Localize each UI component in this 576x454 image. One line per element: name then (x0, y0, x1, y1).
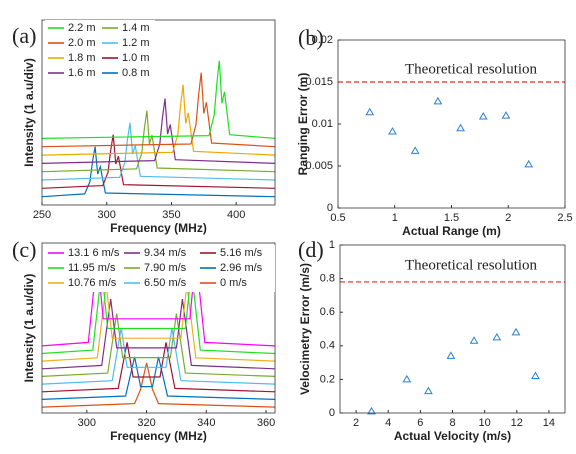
spectrum-line (41, 362, 276, 408)
plot-frame (337, 39, 566, 209)
y-tick-label: 0.8 (320, 273, 335, 285)
panel-label: (b) (298, 25, 324, 50)
x-tick-label: 6 (417, 417, 423, 429)
panel-label: (c) (12, 237, 36, 262)
y-tick-label: 0 (327, 202, 333, 214)
x-tick-label: 350 (162, 209, 180, 221)
legend-label: 1.8 m (68, 52, 96, 64)
plot-frame (339, 244, 566, 414)
x-tick-label: 2 (353, 417, 359, 429)
x-tick-label: 0.5 (330, 212, 345, 224)
legend-label: 1.2 m (122, 37, 150, 49)
legend-label: 11.95 m/s (68, 262, 116, 274)
x-tick-label: 12 (511, 417, 523, 429)
data-point (446, 351, 456, 359)
annotation: Theoretical resolution (405, 257, 538, 273)
legend-label: 2.0 m (68, 37, 96, 49)
y-tick-label: 0.01 (312, 118, 333, 130)
legend-label: 1.4 m (122, 22, 150, 34)
legend-label: 1.0 m (122, 52, 150, 64)
y-axis-label: Velocimetry Error (m/s) (298, 263, 312, 395)
spectrum-line (41, 313, 276, 377)
y-tick-label: 0.4 (320, 340, 335, 352)
data-point (424, 386, 433, 395)
spectrum-line (41, 342, 276, 393)
x-tick-label: 300 (78, 417, 96, 429)
legend-label: 0 m/s (220, 277, 247, 289)
x-tick-label: 400 (227, 209, 245, 221)
x-tick-label: 4 (385, 417, 391, 429)
panel-label: (a) (12, 23, 36, 48)
legend-box (45, 245, 275, 292)
y-tick-label: 0.6 (320, 306, 335, 318)
legend-label: 6.50 m/s (144, 277, 187, 289)
x-axis-label: Frequency (MHz) (110, 429, 207, 443)
x-axis-label: Frequency (MHz) (110, 221, 207, 235)
spectrum-line (41, 134, 276, 189)
plot-frame (41, 19, 276, 206)
spectrum-line (41, 270, 276, 355)
legend-label: 9.34 m/s (144, 247, 187, 259)
x-tick-label: 2.5 (557, 212, 572, 224)
plot-frame (41, 242, 276, 414)
data-point (511, 327, 521, 336)
spectrum-line (41, 255, 276, 347)
y-tick-label: 0.005 (305, 160, 333, 172)
legend-label: 2.96 m/s (220, 262, 263, 274)
x-tick-label: 360 (257, 417, 275, 429)
legend-label: 1.6 m (68, 67, 96, 79)
data-point (531, 371, 540, 380)
legend-label: 13.1 6 m/s (68, 247, 120, 259)
x-tick-label: 2 (505, 212, 511, 224)
x-tick-label: 14 (543, 417, 555, 429)
x-tick-label: 1.5 (444, 212, 459, 224)
spectrum-line (41, 356, 276, 400)
data-point (478, 111, 488, 120)
spectrum-line (41, 122, 276, 181)
legend-label: 5.16 m/s (220, 247, 263, 259)
y-axis-label: Intensity (1 a.u/div) (22, 58, 36, 167)
x-tick-label: 320 (137, 417, 155, 429)
x-tick-label: 1 (392, 212, 398, 224)
y-tick-label: 0.2 (320, 373, 335, 385)
data-point (402, 374, 412, 383)
legend-label: 0.8 m (122, 67, 150, 79)
data-point (501, 111, 511, 119)
data-point (469, 336, 479, 344)
y-tick-label: 0.015 (305, 76, 333, 88)
y-axis-label: Intensity (1 a.u/div) (22, 274, 36, 383)
spectrum-line (41, 60, 276, 139)
data-point (365, 107, 375, 116)
y-tick-label: 1 (329, 239, 335, 251)
x-axis-label: Actual Range (m) (402, 224, 501, 238)
legend-box (45, 20, 155, 82)
x-tick-label: 300 (98, 209, 116, 221)
x-tick-label: 8 (449, 417, 455, 429)
panel-label: (d) (298, 237, 324, 262)
data-point (367, 406, 376, 415)
x-tick-label: 340 (197, 417, 215, 429)
annotation: Theoretical resolution (405, 61, 538, 77)
x-tick-label: 250 (33, 209, 51, 221)
y-tick-label: 0.02 (312, 34, 333, 46)
data-point (410, 146, 420, 154)
data-point (388, 127, 397, 135)
data-point (524, 159, 534, 168)
legend-label: 10.76 m/s (68, 277, 117, 289)
legend-label: 7.90 m/s (144, 262, 187, 274)
spectrum-line (41, 327, 276, 385)
y-tick-label: 0 (329, 407, 335, 419)
x-tick-label: 10 (479, 417, 491, 429)
y-axis-label: Ranging Error (m) (296, 73, 310, 176)
legend-label: 2.2 m (68, 22, 96, 34)
spectrum-line (41, 284, 276, 362)
x-axis-label: Actual Velocity (m/s) (394, 429, 511, 443)
data-point (456, 123, 465, 132)
data-point (492, 332, 502, 341)
data-point (433, 96, 443, 105)
spectrum-line (41, 72, 276, 148)
spectrum-line (41, 299, 276, 370)
